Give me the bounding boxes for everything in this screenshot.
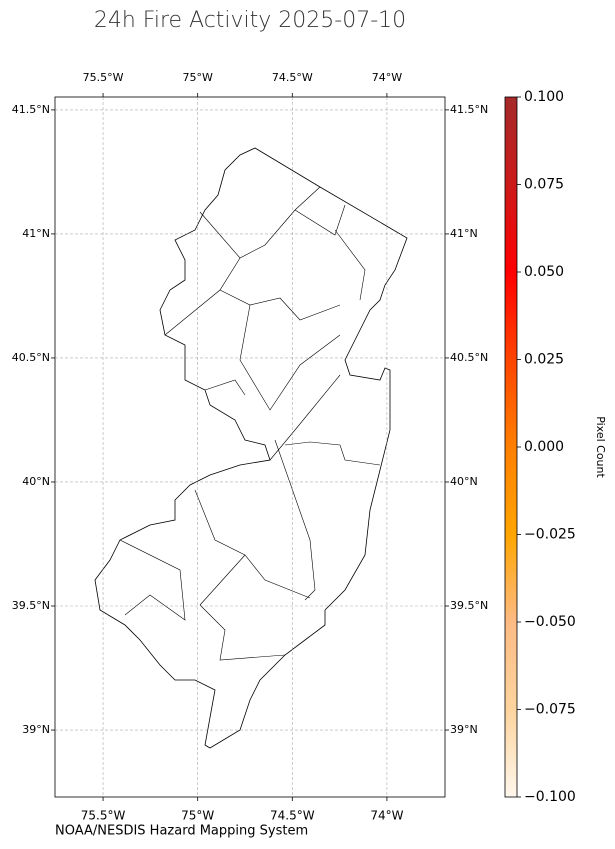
x-tick-label-top: 75°W <box>182 71 212 84</box>
x-tick-label-top: 74°W <box>372 71 402 84</box>
credit: NOAA/NESDIS Hazard Mapping System <box>55 824 308 839</box>
y-tick-label-right: 41.5°N <box>450 103 488 116</box>
colorbar-tick-label: 0.025 <box>524 352 564 368</box>
y-tick-label: 41°N <box>22 227 50 240</box>
colorbar-tick-label: −0.050 <box>524 614 576 630</box>
y-tick-label: 41.5°N <box>12 103 50 116</box>
y-tick-label-right: 39.5°N <box>450 599 488 612</box>
colorbar-label: Pixel Count <box>594 416 607 478</box>
y-tick-label: 39°N <box>22 723 50 736</box>
colorbar-tick-label: 0.100 <box>524 89 564 105</box>
map-title: 24h Fire Activity 2025-07-10 <box>94 8 406 33</box>
colorbar-tick-label: 0.000 <box>524 439 564 455</box>
colorbar-tick-label: 0.050 <box>524 264 564 280</box>
map-frame <box>54 96 446 798</box>
x-tick-label: 74.5°W <box>270 809 315 823</box>
y-tick-label-right: 41°N <box>450 227 478 240</box>
y-tick-label: 39.5°N <box>12 599 50 612</box>
y-tick-label: 40.5°N <box>12 351 50 364</box>
colorbar-tick-label: −0.100 <box>524 789 576 805</box>
x-tick-label-top: 75.5°W <box>83 71 124 84</box>
y-tick-label-right: 40.5°N <box>450 351 488 364</box>
colorbar-tick-label: −0.025 <box>524 527 576 543</box>
x-tick-label: 75.5°W <box>81 809 126 823</box>
state-outline <box>94 147 408 749</box>
y-tick-label: 40°N <box>22 475 50 488</box>
colorbar-tick-label: −0.075 <box>524 702 576 718</box>
colorbar-tick-label: 0.075 <box>524 177 564 193</box>
x-tick-label: 74°W <box>370 809 403 823</box>
x-tick-label-top: 74.5°W <box>272 71 313 84</box>
y-tick-label-right: 39°N <box>450 723 478 736</box>
y-tick-label-right: 40°N <box>450 475 478 488</box>
x-tick-label: 75°W <box>181 809 214 823</box>
colorbar <box>504 96 518 798</box>
